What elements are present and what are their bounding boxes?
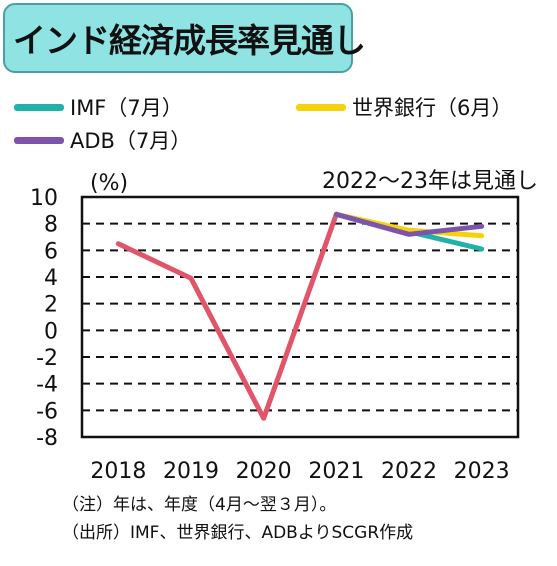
chart-title: インド経済成長率見通し [13, 21, 366, 60]
y-tick-label: 2 [44, 293, 58, 318]
series-line-adb [333, 211, 485, 237]
x-tick-label: 2022 [381, 459, 437, 484]
legend-swatch-worldbank [296, 103, 346, 111]
legend-swatch-imf [14, 103, 64, 111]
legend-item-adb: ADB（7月） [14, 125, 191, 155]
y-tick-label: -6 [36, 399, 58, 424]
x-tick-label: 2021 [308, 459, 364, 484]
y-axis-unit: (%) [90, 171, 128, 196]
y-tick-label: -8 [36, 426, 58, 451]
footnote-note: （注）年は、年度（4月～翌３月）。 [62, 495, 337, 515]
y-tick-label: 10 [30, 186, 58, 211]
x-tick-label: 2023 [454, 459, 510, 484]
plot-frame [80, 195, 520, 439]
y-tick-label: -4 [36, 373, 58, 398]
y-tick-label: 6 [44, 239, 58, 264]
y-tick-label: 8 [44, 213, 58, 238]
x-tick-label: 2018 [90, 459, 146, 484]
legend-item-worldbank: 世界銀行（6月） [296, 92, 512, 122]
legend-label-adb: ADB（7月） [70, 129, 192, 153]
y-tick-label: 0 [44, 319, 58, 344]
x-tick-label: 2020 [236, 459, 292, 484]
chart-title-box: インド経済成長率見通し [3, 3, 366, 73]
y-tick-label: -2 [36, 346, 58, 371]
legend-swatch-adb [14, 136, 64, 144]
footnote-source: （出所）IMF、世界銀行、ADBよりSCGR作成 [62, 523, 414, 543]
legend-label-worldbank: 世界銀行（6月） [352, 96, 513, 120]
forecast-annotation: 2022～23年は見通し [322, 169, 538, 194]
x-tick-label: 2019 [163, 459, 219, 484]
series-line-actual [115, 211, 339, 421]
legend-item-imf: IMF（7月） [14, 92, 183, 122]
y-tick-label: 4 [44, 266, 58, 291]
legend-label-imf: IMF（7月） [70, 96, 183, 120]
